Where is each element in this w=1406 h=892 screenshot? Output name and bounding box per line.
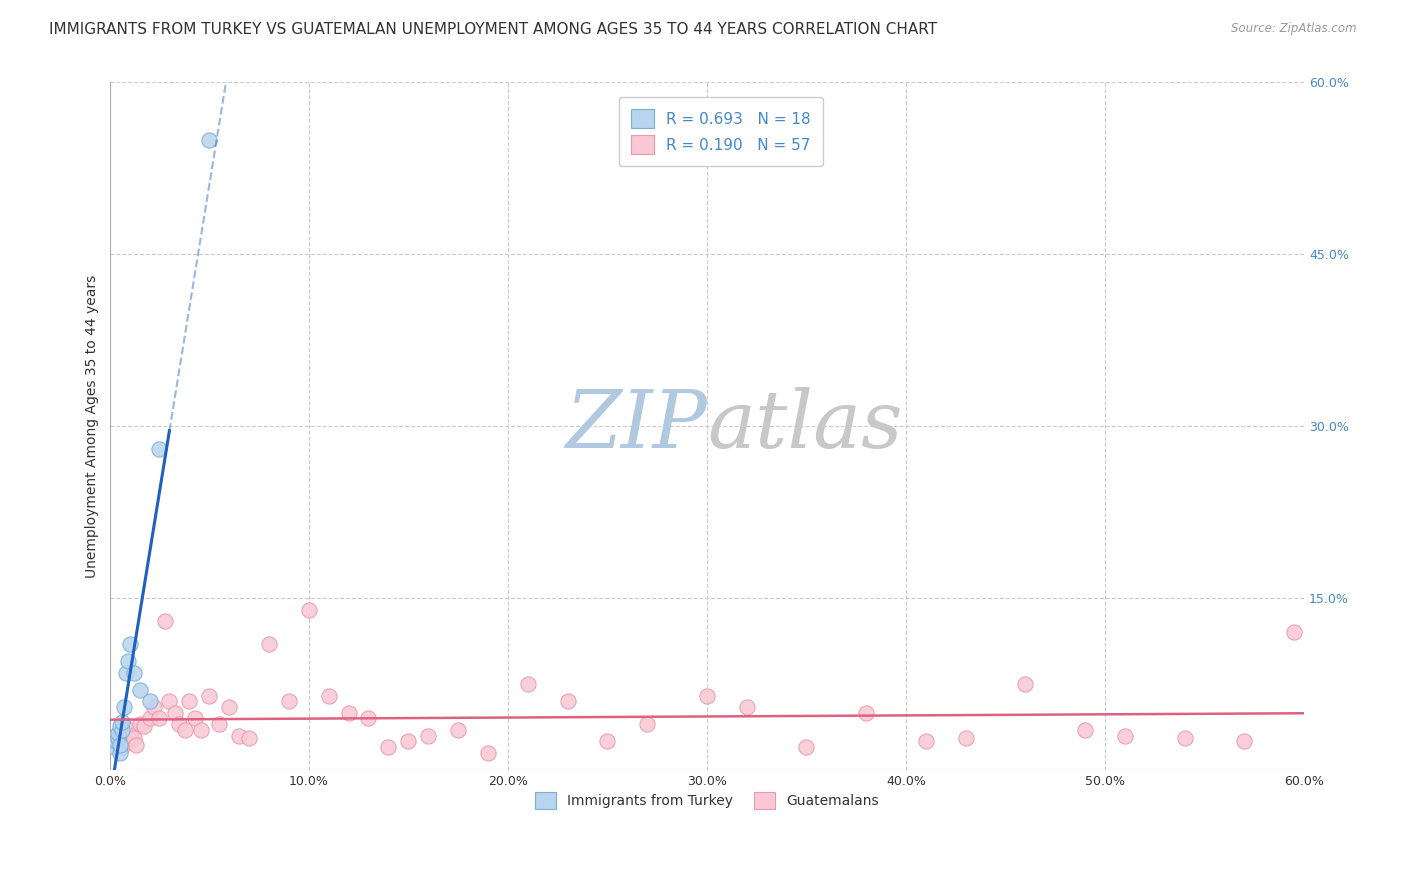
Point <box>277 694 299 708</box>
Point <box>174 723 197 737</box>
Point <box>107 738 129 752</box>
Point <box>1282 625 1305 640</box>
Point <box>238 731 260 745</box>
Point <box>114 726 136 740</box>
Point <box>104 734 127 748</box>
Point <box>108 738 131 752</box>
Point <box>208 717 231 731</box>
Point <box>337 706 360 720</box>
Point <box>298 602 321 616</box>
Point <box>122 665 145 680</box>
Point <box>1114 729 1136 743</box>
Point <box>198 689 221 703</box>
Point <box>111 740 134 755</box>
Point <box>179 694 201 708</box>
Point <box>1074 723 1097 737</box>
Point <box>108 731 131 745</box>
Point <box>107 731 129 745</box>
Point <box>112 700 135 714</box>
Point <box>257 637 280 651</box>
Point <box>218 700 240 714</box>
Point <box>132 719 155 733</box>
Point <box>118 637 141 651</box>
Point <box>855 706 877 720</box>
Point <box>138 711 160 725</box>
Point <box>735 700 758 714</box>
Point <box>108 719 131 733</box>
Point <box>138 694 160 708</box>
Point <box>796 740 818 755</box>
Point <box>148 711 170 725</box>
Point <box>107 726 129 740</box>
Point <box>955 731 977 745</box>
Point <box>128 682 150 697</box>
Text: ZIP: ZIP <box>565 387 707 465</box>
Point <box>121 729 143 743</box>
Point <box>516 677 538 691</box>
Y-axis label: Unemployment Among Ages 35 to 44 years: Unemployment Among Ages 35 to 44 years <box>86 275 100 578</box>
Point <box>190 723 212 737</box>
Point <box>636 717 658 731</box>
Point <box>118 723 141 737</box>
Point <box>117 734 139 748</box>
Point <box>117 654 139 668</box>
Point <box>111 723 134 737</box>
Point <box>159 694 181 708</box>
Point <box>318 689 340 703</box>
Point <box>596 734 619 748</box>
Point <box>1233 734 1256 748</box>
Point <box>557 694 579 708</box>
Point <box>122 731 145 745</box>
Point <box>104 729 127 743</box>
Point <box>184 711 207 725</box>
Point <box>447 723 470 737</box>
Point <box>124 738 146 752</box>
Point <box>418 729 440 743</box>
Point <box>357 711 380 725</box>
Point <box>148 442 170 457</box>
Point <box>155 614 177 628</box>
Point <box>1014 677 1036 691</box>
Text: atlas: atlas <box>707 387 903 465</box>
Point <box>477 746 499 760</box>
Point <box>198 133 221 147</box>
Point <box>696 689 718 703</box>
Point <box>108 746 131 760</box>
Point <box>165 706 187 720</box>
Point <box>128 717 150 731</box>
Text: Source: ZipAtlas.com: Source: ZipAtlas.com <box>1232 22 1357 36</box>
Point <box>228 729 250 743</box>
Point <box>142 700 165 714</box>
Point <box>915 734 938 748</box>
Point <box>396 734 419 748</box>
Point <box>103 734 125 748</box>
Text: IMMIGRANTS FROM TURKEY VS GUATEMALAN UNEMPLOYMENT AMONG AGES 35 TO 44 YEARS CORR: IMMIGRANTS FROM TURKEY VS GUATEMALAN UNE… <box>49 22 938 37</box>
Point <box>111 714 134 729</box>
Point <box>377 740 399 755</box>
Point <box>112 719 135 733</box>
Point <box>114 665 136 680</box>
Point <box>169 717 191 731</box>
Legend: Immigrants from Turkey, Guatemalans: Immigrants from Turkey, Guatemalans <box>530 787 884 814</box>
Point <box>1174 731 1197 745</box>
Point <box>103 740 125 755</box>
